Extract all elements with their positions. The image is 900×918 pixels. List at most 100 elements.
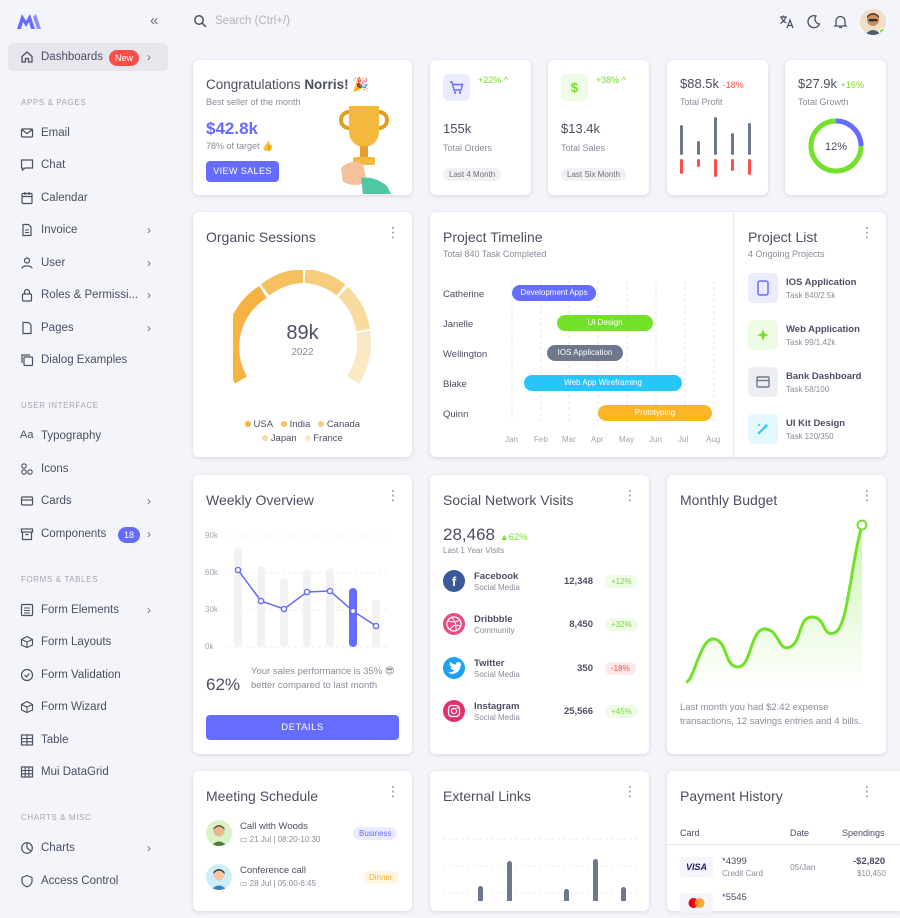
- orders-label: Total Orders: [443, 143, 493, 153]
- brand-logo[interactable]: [16, 11, 42, 31]
- meeting-name: Conference call: [240, 865, 307, 876]
- chevron-right-icon: ›: [147, 527, 151, 541]
- sidebar-item-typography[interactable]: Aa Typography: [0, 422, 176, 450]
- meeting-title: Meeting Schedule: [206, 788, 319, 804]
- sidebar-item-components[interactable]: Components 18 ›: [0, 520, 176, 548]
- trend-point: [372, 622, 380, 630]
- sidebar-item-invoice[interactable]: Invoice ›: [0, 216, 176, 244]
- budget-title: Monthly Budget: [680, 492, 778, 508]
- budget-area-fill: [686, 525, 862, 687]
- legend-item: India: [281, 419, 310, 430]
- project-item[interactable]: IOS Application Task 840/2.5k: [748, 273, 878, 305]
- more-vertical-icon[interactable]: ⋮: [860, 224, 874, 240]
- social-change-chip: +45%: [605, 705, 638, 718]
- sidebar-item-roles-permissions[interactable]: Roles & Permissi... ›: [0, 281, 176, 309]
- project-icon-box: [748, 273, 778, 303]
- sidebar-item-mui-datagrid[interactable]: Mui DataGrid: [0, 758, 176, 786]
- sidebar-item-pages[interactable]: Pages ›: [0, 314, 176, 342]
- growth-arc-primary: [835, 118, 864, 147]
- sidebar-item-table[interactable]: Table: [0, 726, 176, 754]
- search-input[interactable]: Search (Ctrl+/): [215, 15, 291, 27]
- gantt-bar[interactable]: Development Apps: [512, 285, 596, 301]
- sidebar-item-dashboards-row[interactable]: Dashboards New ›: [0, 43, 176, 71]
- more-vertical-icon[interactable]: ⋮: [386, 783, 400, 799]
- legend-item: Canada: [318, 419, 360, 430]
- card-type: Credit Card: [722, 869, 763, 878]
- more-vertical-icon[interactable]: ⋮: [623, 487, 637, 503]
- organic-title: Organic Sessions: [206, 229, 316, 245]
- more-vertical-icon[interactable]: ⋮: [623, 783, 637, 799]
- more-vertical-icon[interactable]: ⋮: [386, 487, 400, 503]
- y-tick: 60k: [205, 568, 218, 577]
- monthly-budget-card: Monthly Budget ⋮ Last month you had $2.4…: [667, 475, 886, 754]
- weekly-bar: [257, 566, 265, 647]
- table-row[interactable]: *5545: [667, 887, 900, 913]
- meeting-item[interactable]: Call with Woods ▭ 21 Jul | 08:20-10:30 B…: [206, 820, 399, 848]
- donut-chart-icon: [21, 842, 33, 854]
- sidebar-item-email[interactable]: Email: [0, 119, 176, 147]
- payment-table-header: Card Date Spendings: [667, 821, 900, 845]
- trend-point: [234, 566, 242, 574]
- search-icon[interactable]: [193, 14, 207, 28]
- growth-value-row: $27.9k +16%: [798, 76, 864, 91]
- sidebar-item-form-validation[interactable]: Form Validation: [0, 661, 176, 689]
- congrats-subtitle: Best seller of the month: [206, 97, 301, 107]
- sidebar-item-calendar[interactable]: Calendar: [0, 184, 176, 212]
- project-item[interactable]: UI Kit Design Task 120/350: [748, 414, 878, 446]
- social-item[interactable]: Dribbble Community 8,450 +32%: [443, 612, 638, 636]
- collapse-menu-icon[interactable]: «: [150, 12, 159, 29]
- sidebar-item-icons[interactable]: Icons: [0, 455, 176, 483]
- meeting-time: ▭ 21 Jul | 08:20-10:30: [240, 835, 320, 844]
- social-item[interactable]: Twitter Social Media 350 -18%: [443, 656, 636, 680]
- user-avatar[interactable]: [860, 9, 886, 35]
- table-row[interactable]: VISA *4399 Credit Card 05/Jan -$2,820 $1…: [667, 849, 900, 885]
- orders-period-chip: Last 4 Month: [443, 168, 502, 181]
- sidebar-item-dialog-examples[interactable]: Dialog Examples: [0, 346, 176, 374]
- sidebar-item-charts[interactable]: Charts ›: [0, 834, 176, 862]
- social-item[interactable]: f Facebook Social Media 12,348 +12%: [443, 569, 638, 593]
- gantt-bar[interactable]: Prototyping: [598, 405, 712, 421]
- legend-dot: [281, 421, 287, 427]
- sidebar-item-chat[interactable]: Chat: [0, 151, 176, 179]
- calendar-icon: [21, 192, 33, 205]
- project-icon-box: [748, 320, 778, 350]
- sidebar-item-dashboards[interactable]: [8, 43, 168, 71]
- trophy-illustration: [339, 106, 391, 194]
- project-item[interactable]: Web Application Task 99/1.42k: [748, 320, 878, 352]
- meeting-item[interactable]: Conference call ▭ 28 Jul | 05:00-6:45 Di…: [206, 864, 399, 892]
- moon-icon[interactable]: [806, 14, 821, 29]
- meeting-time-text: 28 Jul | 05:00-6:45: [249, 879, 316, 888]
- more-vertical-icon[interactable]: ⋮: [860, 783, 874, 799]
- more-vertical-icon[interactable]: ⋮: [860, 487, 874, 503]
- sidebar-item-form-elements[interactable]: Form Elements ›: [0, 596, 176, 624]
- timeline-project-card: Project Timeline Total 840 Task Complete…: [430, 212, 886, 457]
- sidebar-item-form-wizard[interactable]: Form Wizard: [0, 693, 176, 721]
- details-button[interactable]: DETAILS: [206, 715, 399, 740]
- social-item[interactable]: Instagram Social Media 25,566 +45%: [443, 699, 638, 723]
- more-vertical-icon[interactable]: ⋮: [386, 224, 400, 240]
- timeline-subtitle: Total 840 Task Completed: [443, 249, 547, 259]
- sidebar-item-user[interactable]: User ›: [0, 249, 176, 277]
- gantt-bar[interactable]: UI Design: [557, 315, 653, 331]
- gantt-bar[interactable]: Web App Wireframing: [524, 375, 682, 391]
- sidebar-item-cards[interactable]: Cards ›: [0, 487, 176, 515]
- project-item[interactable]: Bank Dashboard Task 58/100: [748, 367, 878, 399]
- bell-icon[interactable]: [833, 14, 848, 29]
- legend-label: Japan: [270, 433, 297, 444]
- trend-point: [257, 597, 265, 605]
- translate-icon[interactable]: [779, 14, 794, 29]
- meeting-avatar: [206, 864, 232, 890]
- copy-icon: [21, 354, 34, 367]
- view-sales-button[interactable]: VIEW SALES: [206, 161, 279, 182]
- sidebar-item-access-control[interactable]: Access Control: [0, 867, 176, 895]
- sales-change: +38% ^: [596, 75, 626, 85]
- organic-sessions-card: Organic Sessions ⋮ 89k 2022 USA India Ca…: [193, 212, 412, 457]
- trend-point: [326, 587, 334, 595]
- column-card: Card: [680, 828, 700, 838]
- month-tick: Jun: [649, 435, 662, 444]
- external-bar: [621, 887, 626, 901]
- gantt-bar[interactable]: IOS Application: [547, 345, 623, 361]
- sidebar-item-form-layouts[interactable]: Form Layouts: [0, 628, 176, 656]
- gauge-segment-india: [260, 270, 304, 296]
- legend-dot: [262, 435, 269, 441]
